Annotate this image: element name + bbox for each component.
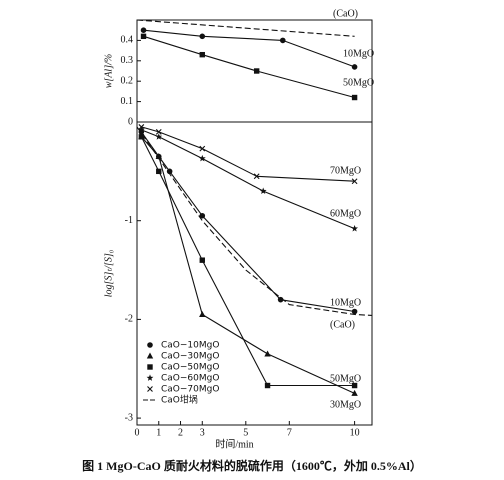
legend-marker: [146, 374, 154, 381]
x-axis-label: 时间/min: [215, 437, 253, 450]
series-end-label: 60MgO: [330, 208, 361, 219]
x-tick-label: 1: [156, 427, 161, 438]
data-point: [156, 168, 162, 175]
series-end-label: 30MgO: [330, 399, 361, 410]
data-point: [199, 145, 206, 152]
series-end-label: 50MgO: [343, 77, 374, 88]
legend-marker: [146, 352, 154, 359]
data-point: [198, 154, 206, 162]
legend-label: CaO−30MgO: [161, 352, 219, 362]
x-tick-label: 7: [287, 427, 292, 438]
data-point: [199, 51, 205, 58]
series-end-label: 70MgO: [330, 165, 361, 176]
legend-label: CaO−60MgO: [161, 374, 219, 384]
series-end-label: 10MgO: [330, 297, 361, 308]
data-point: [138, 124, 145, 130]
data-point: [351, 308, 358, 315]
legend-label: CaO−70MgO: [161, 385, 219, 395]
series-line: [143, 35, 355, 99]
data-point: [264, 350, 271, 357]
series-line: [143, 29, 355, 68]
plot-frame: [136, 121, 373, 426]
legend-marker: [147, 386, 153, 392]
data-point: [155, 133, 163, 140]
data-point: [140, 33, 147, 40]
y-tick-label: -3: [125, 412, 133, 423]
data-point: [199, 310, 206, 317]
legend-marker: [147, 342, 153, 348]
legend-label: CaO−50MgO: [161, 363, 219, 373]
data-point: [138, 134, 145, 140]
data-point: [199, 257, 205, 263]
data-point: [259, 187, 267, 194]
y-tick-label: 0.1: [121, 96, 134, 107]
x-tick-label: 0: [135, 427, 140, 438]
series-line: [141, 126, 355, 182]
legend-label: CaO坩埚: [161, 394, 198, 406]
data-point: [264, 382, 271, 389]
series-line: [136, 19, 355, 37]
data-point: [279, 37, 286, 44]
data-point: [155, 153, 162, 160]
legend-marker: [147, 364, 153, 370]
caption: 图 1 MgO-CaO 质耐火材料的脱硫作用（1600℃，外加 0.5%Al）: [82, 458, 422, 473]
y-axis-label: w[Al]/%: [103, 54, 114, 88]
series-line: [136, 126, 373, 316]
legend-label: CaO−10MgO: [161, 341, 219, 351]
x-tick-label: 10: [350, 427, 360, 438]
series-end-label: 10MgO: [343, 48, 374, 59]
data-point: [199, 33, 206, 40]
data-point: [253, 173, 260, 180]
y-tick-label: 0.3: [121, 55, 134, 66]
data-point: [155, 128, 162, 135]
x-tick-label: 5: [243, 427, 248, 438]
data-point: [351, 178, 358, 185]
data-point: [351, 225, 358, 232]
data-point: [253, 68, 260, 74]
data-point: [140, 27, 147, 33]
data-point: [137, 126, 145, 133]
data-point: [351, 94, 358, 101]
series-end-label: 50MgO: [330, 373, 361, 384]
data-point: [166, 168, 173, 175]
data-point: [351, 382, 358, 389]
series-line: [140, 131, 355, 313]
y-tick-label: -1: [125, 215, 133, 226]
series-end-label: (CaO): [330, 319, 355, 330]
y-tick-label: 0.4: [121, 35, 134, 46]
x-tick-label: 3: [200, 427, 205, 438]
data-point: [351, 64, 358, 70]
data-point: [351, 389, 358, 396]
x-tick-label: 2: [178, 427, 183, 438]
series-end-label: (CaO): [333, 8, 358, 19]
y-tick-label: -2: [125, 314, 133, 325]
data-point: [199, 212, 206, 219]
y-tick-label: 0: [128, 116, 133, 127]
y-axis-label: log[S]ₜ/[S]₀: [103, 249, 114, 297]
y-tick-label: 0.2: [121, 75, 134, 86]
